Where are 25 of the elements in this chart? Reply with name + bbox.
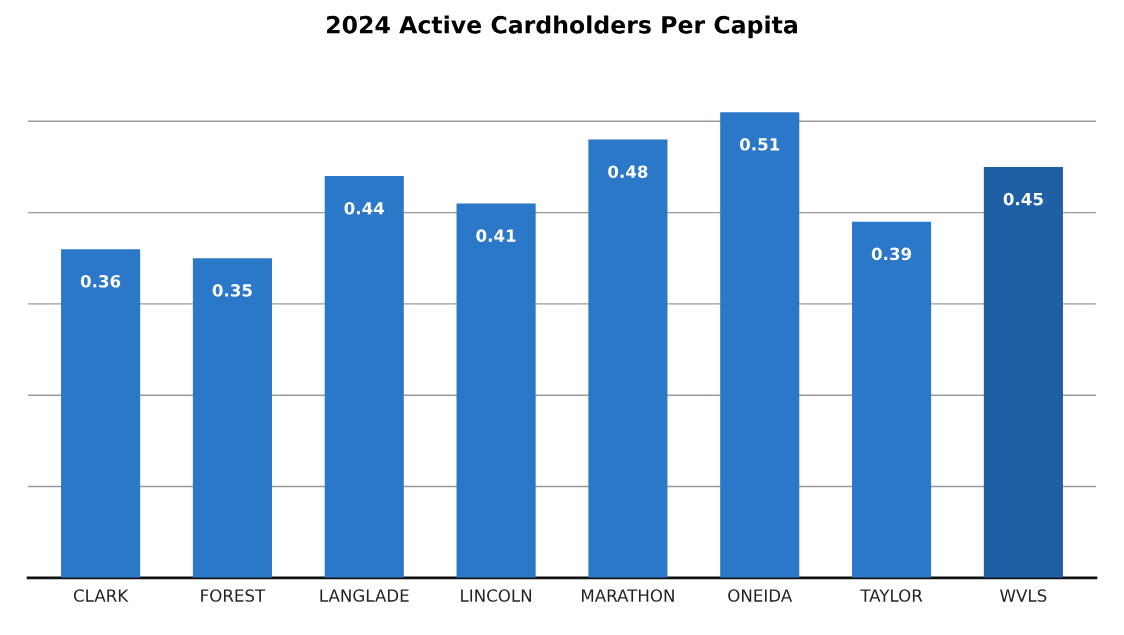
bar [983, 166, 1063, 578]
data-label: 0.44 [344, 201, 385, 215]
chart-title: 2024 Active Cardholders Per Capita [327, 15, 797, 39]
bar [588, 139, 668, 578]
data-label: 0.51 [739, 138, 780, 151]
x-tick-label: ONEIDA [728, 589, 793, 602]
data-label: 0.45 [1003, 192, 1043, 206]
x-tick-label: MARATHON [582, 589, 674, 602]
data-label: 0.48 [608, 165, 648, 179]
data-label: 0.41 [476, 229, 516, 242]
bar [456, 203, 536, 578]
x-tick-label: FOREST [201, 589, 266, 602]
bar [324, 176, 404, 578]
bar [852, 221, 932, 578]
data-label: 0.35 [212, 284, 252, 297]
data-label: 0.39 [871, 247, 912, 261]
bar [61, 249, 141, 578]
bar [192, 258, 272, 578]
x-tick-label: LINCOLN [461, 589, 532, 602]
data-label: 0.36 [80, 274, 121, 288]
x-tick-label: CLARK [73, 589, 129, 602]
x-tick-label: TAYLOR [860, 589, 923, 602]
bar [720, 112, 800, 578]
x-tick-label: WVLS [1000, 589, 1047, 602]
x-tick-label: LANGLADE [320, 589, 409, 602]
